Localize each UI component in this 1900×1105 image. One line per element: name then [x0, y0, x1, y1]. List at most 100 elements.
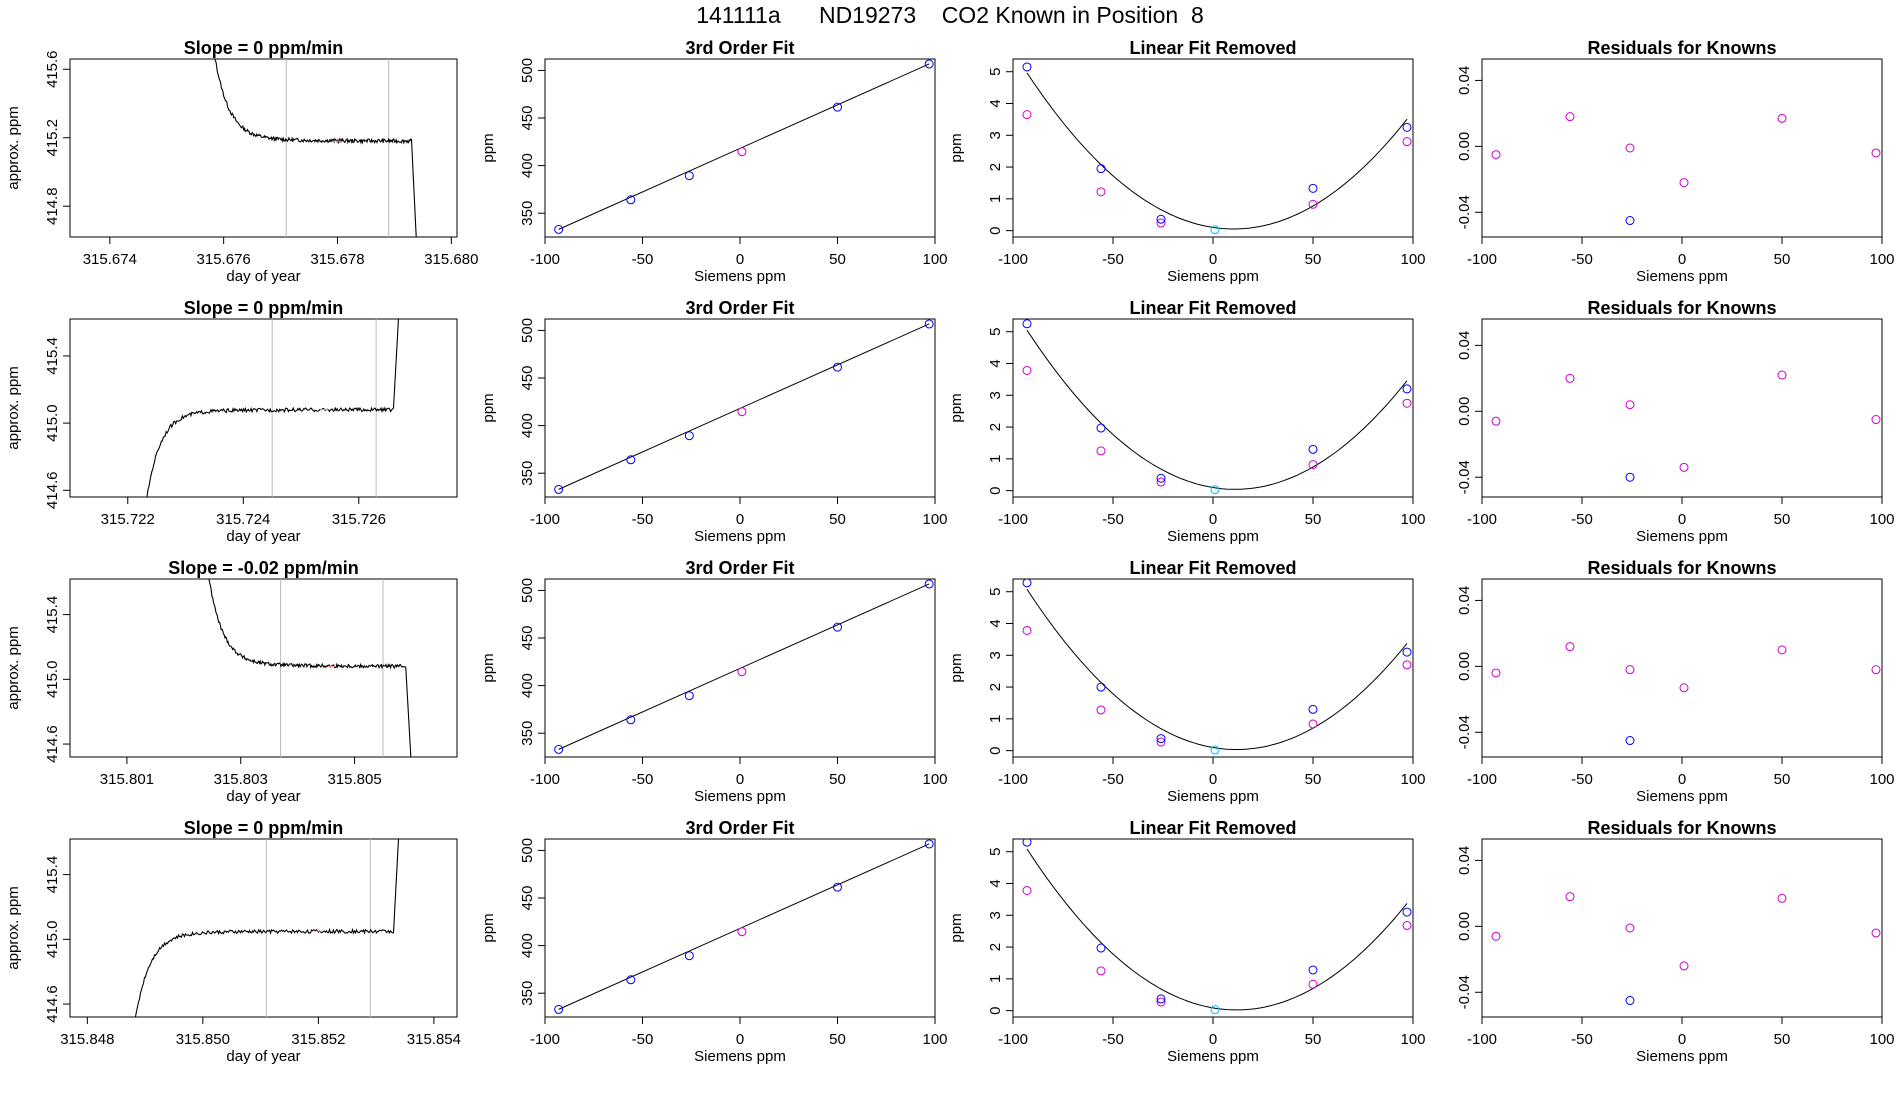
- residual-point: [1777, 893, 1787, 903]
- panel-r1-c0: Slope = 0 ppm/min 315.722 315.724 315.726 41…: [5, 298, 458, 545]
- y-tick-label: 3: [987, 651, 1004, 659]
- y-tick-label: 4: [987, 619, 1004, 627]
- y-tick-label: 500: [519, 318, 536, 343]
- x-tick-label: -100: [1467, 511, 1497, 528]
- magenta-point: [1156, 737, 1166, 747]
- y-tick-label: 415.0: [44, 404, 61, 442]
- ppm-trace: [134, 839, 400, 1017]
- y-tick-label: 415.0: [44, 921, 61, 959]
- residual-point: [1625, 216, 1635, 226]
- x-tick-label: -50: [1571, 771, 1593, 788]
- panel-title: Residuals for Knowns: [1587, 38, 1776, 58]
- magenta-point: [1096, 705, 1106, 715]
- y-tick-label: 0.00: [1456, 397, 1473, 426]
- x-axis-label: Siemens ppm: [1636, 268, 1728, 285]
- residual-point: [1565, 112, 1575, 122]
- plot-frame: [1481, 838, 1883, 1018]
- data-point: [924, 319, 934, 329]
- data-layer: [554, 319, 934, 494]
- blue-point: [1096, 164, 1106, 174]
- data-point: [626, 715, 636, 725]
- y-tick-label: 350: [519, 981, 536, 1006]
- magenta-point: [1402, 920, 1412, 930]
- magenta-point: [1096, 187, 1106, 197]
- y-tick-label: 0.04: [1456, 586, 1473, 615]
- y-tick-label: 1: [987, 975, 1004, 983]
- x-tick-label: -50: [1102, 251, 1124, 268]
- x-tick-label: 315.722: [101, 511, 155, 528]
- data-point: [737, 927, 747, 937]
- panel-r2-c1: 3rd Order Fit -100 -50 0 50 100 350 400 450 500 Si…: [480, 558, 948, 805]
- data-layer: [1022, 62, 1412, 235]
- x-tick-label: 315.674: [83, 251, 137, 268]
- data-layer: [554, 59, 934, 234]
- x-tick-label: 100: [1400, 771, 1425, 788]
- y-tick-label: 4: [987, 879, 1004, 887]
- x-tick-label: -50: [1102, 1031, 1124, 1048]
- residual-point: [1679, 462, 1689, 472]
- data-point: [684, 171, 694, 181]
- x-tick-label: 0: [1209, 1031, 1217, 1048]
- y-axis-label: ppm: [480, 653, 497, 682]
- fit-curve: [1026, 589, 1408, 750]
- x-tick-label: -50: [1571, 511, 1593, 528]
- page-title: 141111a ND19273 CO2 Known in Position 8: [696, 2, 1204, 28]
- y-tick-label: 400: [519, 153, 536, 178]
- x-tick-label: 100: [922, 771, 947, 788]
- magenta-point: [1402, 398, 1412, 408]
- data-layer: [1491, 642, 1881, 746]
- x-axis-label: Siemens ppm: [694, 1048, 786, 1065]
- data-layer: [214, 59, 417, 237]
- plot-frame: [1481, 578, 1883, 758]
- x-tick-label: -100: [530, 1031, 560, 1048]
- x-axis-label: Siemens ppm: [1167, 268, 1259, 285]
- x-tick-label: 315.852: [291, 1031, 345, 1048]
- plot-frame: [1012, 58, 1414, 238]
- x-axis-label: day of year: [226, 788, 300, 805]
- residual-point: [1491, 150, 1501, 160]
- y-axis-label: ppm: [948, 133, 965, 162]
- y-tick-label: 500: [519, 578, 536, 603]
- panel-title: Linear Fit Removed: [1129, 298, 1296, 318]
- blue-point: [1022, 839, 1032, 847]
- x-tick-label: 100: [922, 251, 947, 268]
- x-tick-label: 315.680: [424, 251, 478, 268]
- data-point: [737, 147, 747, 157]
- blue-point: [1022, 319, 1032, 329]
- y-tick-label: 4: [987, 359, 1004, 367]
- blue-point: [1308, 704, 1318, 714]
- data-layer: [1022, 319, 1412, 495]
- x-tick-label: 100: [1869, 511, 1894, 528]
- x-tick-label: 0: [736, 251, 744, 268]
- fit-line: [558, 63, 930, 230]
- data-layer: [554, 839, 934, 1014]
- blue-point: [1308, 444, 1318, 454]
- y-tick-label: 5: [987, 328, 1004, 336]
- x-tick-label: 0: [1678, 1031, 1686, 1048]
- x-tick-label: 50: [1774, 771, 1791, 788]
- data-layer: [1022, 579, 1412, 755]
- y-tick-label: 450: [519, 366, 536, 391]
- y-tick-label: 3: [987, 911, 1004, 919]
- data-point: [924, 59, 934, 69]
- y-tick-label: 2: [987, 683, 1004, 691]
- y-tick-label: 500: [519, 58, 536, 83]
- residual-point: [1491, 931, 1501, 941]
- x-axis-label: Siemens ppm: [694, 788, 786, 805]
- x-axis-label: Siemens ppm: [1167, 1048, 1259, 1065]
- panel-r0-c1: 3rd Order Fit -100 -50 0 50 100 350 400 450 500 Si…: [480, 38, 948, 285]
- y-tick-label: -0.04: [1456, 715, 1473, 749]
- y-tick-label: 0.00: [1456, 132, 1473, 161]
- y-axis-label: ppm: [480, 393, 497, 422]
- plot-frame: [1481, 58, 1883, 238]
- fit-line: [558, 843, 930, 1010]
- y-tick-label: 1: [987, 715, 1004, 723]
- data-point: [626, 455, 636, 465]
- y-tick-label: 414.6: [44, 472, 61, 510]
- data-point: [924, 579, 934, 589]
- data-point: [554, 1004, 564, 1014]
- residual-point: [1565, 892, 1575, 902]
- x-tick-label: -100: [530, 251, 560, 268]
- magenta-point: [1022, 110, 1032, 120]
